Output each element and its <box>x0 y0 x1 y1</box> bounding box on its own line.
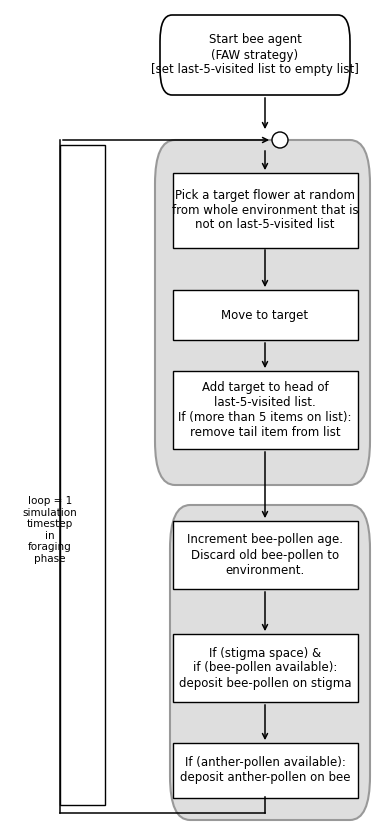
Text: loop = 1
simulation
timestep
in
foraging
phase: loop = 1 simulation timestep in foraging… <box>23 496 77 564</box>
Text: Start bee agent
(FAW strategy)
[set last-5-visited list to empty list]: Start bee agent (FAW strategy) [set last… <box>151 34 359 76</box>
FancyBboxPatch shape <box>170 505 370 820</box>
Text: If (anther-pollen available):
deposit anther-pollen on bee: If (anther-pollen available): deposit an… <box>180 756 350 784</box>
Bar <box>172 743 358 797</box>
Text: Move to target: Move to target <box>222 308 309 322</box>
Bar <box>60 145 105 805</box>
Bar <box>172 172 358 248</box>
FancyBboxPatch shape <box>160 15 350 95</box>
Bar <box>172 371 358 449</box>
Text: Pick a target flower at random
from whole environment that is
not on last-5-visi: Pick a target flower at random from whol… <box>172 188 358 232</box>
Text: Add target to head of
last-5-visited list.
If (more than 5 items on list):
remov: Add target to head of last-5-visited lis… <box>178 381 352 439</box>
Bar <box>172 290 358 340</box>
FancyBboxPatch shape <box>155 140 370 485</box>
Bar <box>172 634 358 702</box>
Text: If (stigma space) &
if (bee-pollen available):
deposit bee-pollen on stigma: If (stigma space) & if (bee-pollen avail… <box>179 647 351 690</box>
Bar <box>172 521 358 589</box>
Ellipse shape <box>272 132 288 148</box>
Text: Increment bee-pollen age.
Discard old bee-pollen to
environment.: Increment bee-pollen age. Discard old be… <box>187 533 343 576</box>
